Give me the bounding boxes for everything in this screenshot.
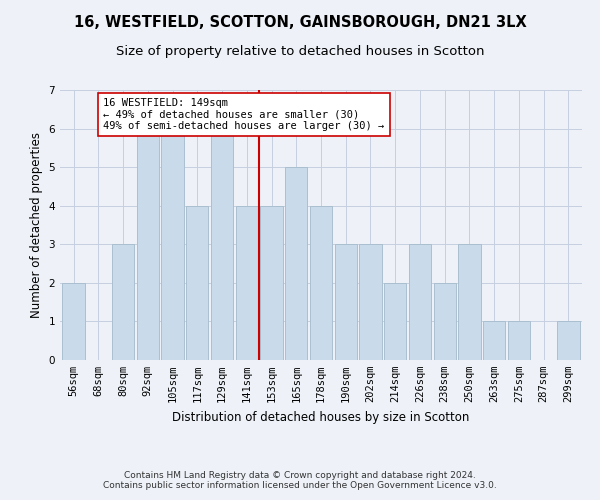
Bar bbox=[62, 283, 85, 360]
Bar bbox=[508, 322, 530, 360]
Bar bbox=[335, 244, 357, 360]
Bar bbox=[310, 206, 332, 360]
Bar bbox=[384, 283, 406, 360]
Text: Contains HM Land Registry data © Crown copyright and database right 2024.
Contai: Contains HM Land Registry data © Crown c… bbox=[103, 470, 497, 490]
Bar bbox=[434, 283, 456, 360]
Bar bbox=[161, 128, 184, 360]
Bar bbox=[112, 244, 134, 360]
Bar bbox=[285, 167, 307, 360]
Y-axis label: Number of detached properties: Number of detached properties bbox=[30, 132, 43, 318]
Bar bbox=[186, 206, 208, 360]
Bar bbox=[483, 322, 505, 360]
Bar bbox=[260, 206, 283, 360]
X-axis label: Distribution of detached houses by size in Scotton: Distribution of detached houses by size … bbox=[172, 410, 470, 424]
Bar bbox=[137, 128, 159, 360]
Bar bbox=[359, 244, 382, 360]
Text: 16, WESTFIELD, SCOTTON, GAINSBOROUGH, DN21 3LX: 16, WESTFIELD, SCOTTON, GAINSBOROUGH, DN… bbox=[74, 15, 526, 30]
Bar bbox=[211, 128, 233, 360]
Text: Size of property relative to detached houses in Scotton: Size of property relative to detached ho… bbox=[116, 45, 484, 58]
Bar bbox=[557, 322, 580, 360]
Bar bbox=[236, 206, 258, 360]
Text: 16 WESTFIELD: 149sqm
← 49% of detached houses are smaller (30)
49% of semi-detac: 16 WESTFIELD: 149sqm ← 49% of detached h… bbox=[103, 98, 385, 131]
Bar bbox=[458, 244, 481, 360]
Bar bbox=[409, 244, 431, 360]
